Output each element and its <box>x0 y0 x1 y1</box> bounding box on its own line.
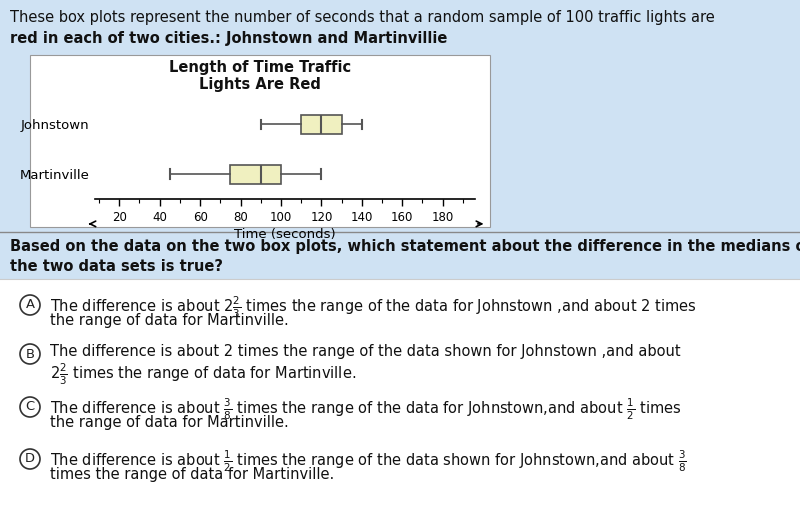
Text: D: D <box>25 453 35 465</box>
Text: the range of data for Martinville.: the range of data for Martinville. <box>50 313 289 328</box>
FancyBboxPatch shape <box>0 279 800 527</box>
Text: The difference is about $2\frac{2}{3}$ times the range of the data for Johnstown: The difference is about $2\frac{2}{3}$ t… <box>50 295 697 320</box>
Text: A: A <box>26 298 34 311</box>
Text: $2\frac{2}{3}$ times the range of data for Martinville.: $2\frac{2}{3}$ times the range of data f… <box>50 362 356 387</box>
Text: C: C <box>26 401 34 414</box>
Text: Based on the data on the two box plots, which statement about the difference in : Based on the data on the two box plots, … <box>10 239 800 254</box>
Text: the range of data for Martinville.: the range of data for Martinville. <box>50 415 289 430</box>
FancyBboxPatch shape <box>30 55 490 227</box>
Text: These box plots represent the number of seconds that a random sample of 100 traf: These box plots represent the number of … <box>10 10 714 25</box>
Text: The difference is about 2 times the range of the data shown for Johnstown ,and a: The difference is about 2 times the rang… <box>50 344 681 359</box>
Text: Length of Time Traffic
Lights Are Red: Length of Time Traffic Lights Are Red <box>169 60 351 92</box>
Text: The difference is about $\frac{1}{2}$ times the range of the data shown for John: The difference is about $\frac{1}{2}$ ti… <box>50 449 686 474</box>
PathPatch shape <box>230 164 281 183</box>
Text: The difference is about $\frac{3}{8}$ times the range of the data for Johnstown,: The difference is about $\frac{3}{8}$ ti… <box>50 397 682 422</box>
Text: times the range of data for Martinville.: times the range of data for Martinville. <box>50 467 334 482</box>
Text: B: B <box>26 347 34 360</box>
PathPatch shape <box>301 115 342 134</box>
Text: the two data sets is true?: the two data sets is true? <box>10 259 223 274</box>
Text: red in each of two cities.: Johnstown and Martinvillie: red in each of two cities.: Johnstown an… <box>10 31 447 46</box>
X-axis label: Time (seconds): Time (seconds) <box>234 228 336 241</box>
